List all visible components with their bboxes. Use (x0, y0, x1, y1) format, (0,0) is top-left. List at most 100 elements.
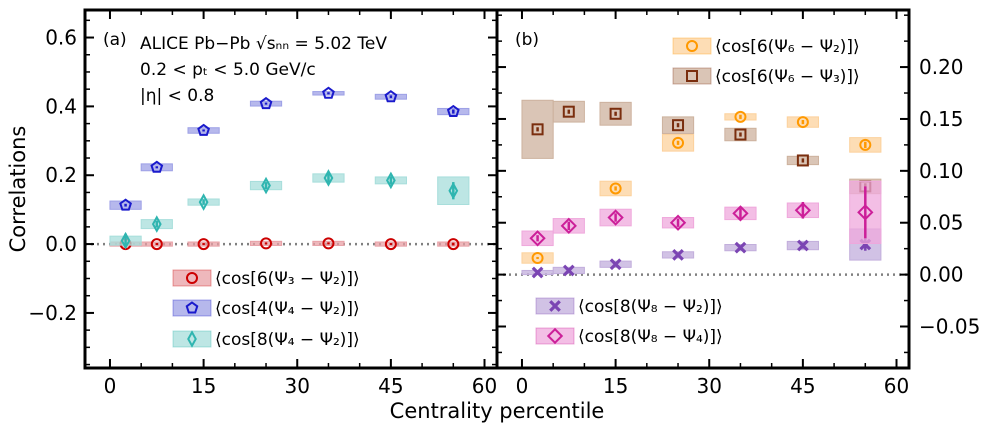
point-s2-p0 (120, 231, 131, 250)
legend-panel-a: ⟨cos[6(Ψ₃ − Ψ₂)]⟩ ⟨cos[4(Ψ₄ − Ψ₂)]⟩ ⟨cos… (215, 269, 360, 350)
legend-label-cos8-psi8-psi2: ⟨cos[8(Ψ₈ − Ψ₂)]⟩ (578, 297, 723, 317)
legend-label-cos6-psi3-psi2: ⟨cos[6(Ψ₃ − Ψ₂)]⟩ (215, 269, 360, 289)
legend-swatch-marker (549, 300, 561, 312)
panel-a-label: (a) (103, 30, 127, 50)
legend-swatch-marker (185, 301, 199, 314)
point-s0-p4 (322, 237, 335, 250)
panel-a-axes: 0 15 30 45 60 −0.2 0.0 0.2 0.4 0.6 (28, 8, 499, 398)
point-s3-p5 (794, 202, 812, 219)
point-s1-p2 (609, 107, 622, 120)
point-s1-p5 (796, 154, 809, 167)
point-s1-p0 (119, 198, 132, 211)
point-s2-p6 (448, 181, 459, 200)
point-s3-p0 (529, 230, 546, 247)
y-tick-label-right: 0.00 (919, 263, 964, 287)
point-s2-p3 (672, 249, 684, 261)
legend-label-cos8-psi4-psi2: ⟨cos[8(Ψ₄ − Ψ₂)]⟩ (215, 330, 360, 350)
point-s1-p5 (384, 90, 398, 103)
point-s0-p1 (150, 238, 163, 251)
x-tick-label: 60 (472, 374, 497, 398)
annotation-pt-range: 0.2 < pₜ < 5.0 GeV/c (140, 60, 316, 80)
legend-swatch-marker (546, 327, 564, 345)
legend-swatches (172, 37, 712, 348)
point-s0-p2 (197, 238, 210, 251)
point-s1-p6 (446, 104, 460, 117)
point-s3-p1 (560, 217, 577, 235)
legend-label-cos6-psi6-psi3: ⟨cos[6(Ψ₆ − Ψ₃)]⟩ (715, 67, 860, 87)
legend-swatch-box (172, 269, 212, 287)
point-s1-p1 (150, 160, 164, 173)
point-s1-p4 (322, 86, 335, 99)
legend-panel-b-top: ⟨cos[6(Ψ₆ − Ψ₂)]⟩ ⟨cos[6(Ψ₆ − Ψ₃)]⟩ (715, 37, 860, 87)
y-tick-label: −0.2 (28, 301, 77, 325)
x-tick-label: 30 (285, 374, 310, 398)
y-tick-label: 0.0 (45, 232, 77, 256)
legend-swatch-box (172, 299, 212, 317)
y-tick-label-right: 0.05 (919, 211, 964, 235)
panel-b: 0 15 30 45 60 −0.05 0.00 0.05 0.10 0.15 0.20 (b) ⟨… (495, 8, 980, 398)
point-s3-p2 (607, 209, 624, 226)
point-s3-p6 (857, 204, 874, 221)
legend-swatch-box (672, 37, 712, 55)
panel-a-data (85, 86, 497, 251)
x-tick-label: 15 (603, 374, 628, 398)
annotation-eta-range: |η| < 0.8 (140, 86, 214, 106)
x-tick-label: 45 (790, 374, 815, 398)
point-s1-p0 (531, 123, 544, 136)
point-s2-p4 (734, 241, 747, 254)
point-s2-p1 (151, 215, 162, 233)
point-s1-p3 (672, 119, 685, 132)
point-s0-p3 (260, 237, 273, 250)
panel-a: 0 15 30 45 60 −0.2 0.0 0.2 0.4 0.6 (a) ALICE Pb−P… (28, 8, 499, 398)
point-s0-p6 (447, 238, 460, 251)
panel-b-label: (b) (515, 30, 539, 50)
point-s1-p4 (734, 128, 747, 141)
y-tick-label-right: 0.10 (919, 159, 964, 183)
point-s1-p3 (259, 96, 273, 110)
annotation-experiment: ALICE Pb−Pb √sₙₙ = 5.02 TeV (140, 34, 387, 54)
panel-b-axes: 0 15 30 45 60 −0.05 0.00 0.05 0.10 0.15 0.20 (495, 8, 980, 398)
point-s0-p0 (531, 252, 544, 265)
legend-swatch-marker (686, 70, 698, 82)
x-tick-label: 30 (697, 374, 722, 398)
point-s2-p0 (531, 266, 544, 279)
point-s2-p2 (609, 258, 622, 271)
point-s3-p3 (669, 214, 687, 231)
point-s2-p5 (796, 239, 809, 252)
point-s0-p3 (734, 110, 747, 123)
point-s2-p3 (261, 176, 271, 195)
panel-b-data (497, 99, 909, 279)
legend-panel-b-bottom: ⟨cos[8(Ψ₈ − Ψ₂)]⟩ ⟨cos[8(Ψ₈ − Ψ₄)]⟩ (578, 297, 723, 347)
point-s2-p5 (385, 171, 396, 190)
point-s0-p5 (384, 238, 397, 251)
legend-swatch-box (672, 67, 712, 85)
x-tick-label: 0 (104, 374, 117, 398)
y-axis-title: Correlations (6, 126, 30, 253)
y-tick-label-right: 0.15 (919, 107, 964, 131)
x-tick-label: 45 (378, 374, 403, 398)
point-s0-p4 (796, 116, 809, 129)
legend-swatch-marker (186, 272, 198, 284)
legend-swatch-marker (686, 40, 698, 52)
y-tick-label: 0.6 (45, 26, 77, 50)
point-s1-p2 (197, 123, 211, 136)
point-s0-p1 (609, 182, 622, 195)
point-s2-p4 (323, 169, 334, 187)
x-tick-label: 0 (516, 374, 529, 398)
y-tick-label-right: −0.05 (919, 314, 980, 338)
x-axis-title: Centrality percentile (390, 399, 605, 423)
legend-swatch-marker (187, 330, 197, 348)
point-s0-p2 (672, 136, 685, 149)
x-tick-label: 15 (191, 374, 216, 398)
legend-label-cos6-psi6-psi2: ⟨cos[6(Ψ₆ − Ψ₂)]⟩ (715, 37, 860, 57)
point-s0-p5 (859, 138, 872, 151)
point-s2-p2 (198, 193, 209, 211)
y-tick-label: 0.2 (45, 163, 77, 187)
axes-frame (495, 8, 911, 370)
point-s1-p1 (562, 105, 575, 118)
point-s3-p4 (732, 205, 749, 222)
x-tick-label: 60 (884, 374, 909, 398)
point-s2-p1 (562, 264, 575, 277)
y-tick-label-right: 0.20 (919, 55, 964, 79)
